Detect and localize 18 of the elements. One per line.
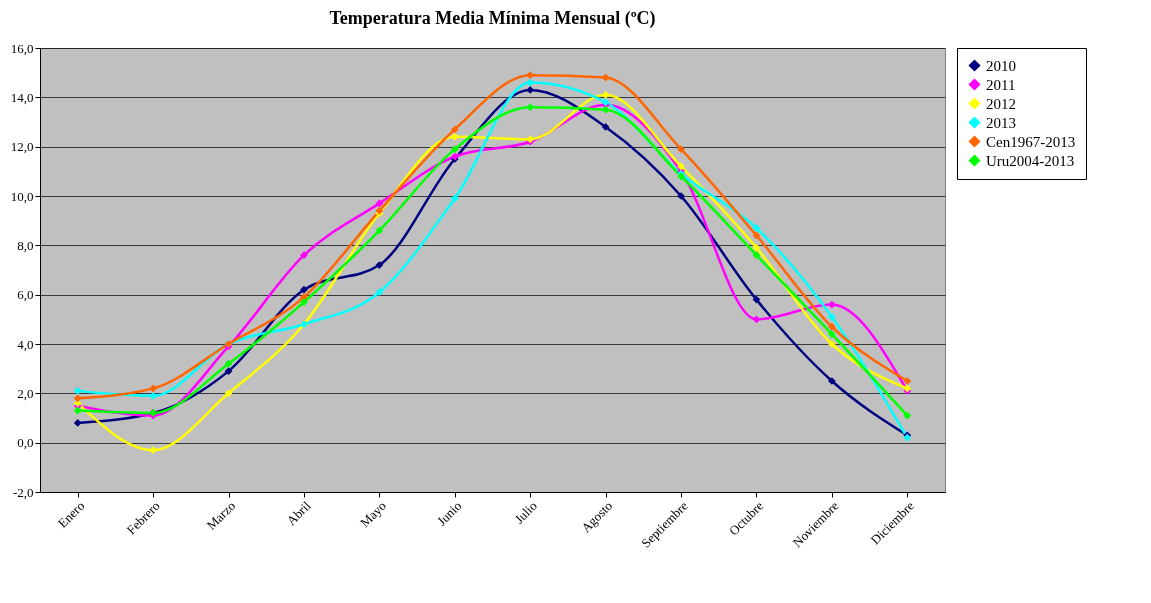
y-tick-label: -2,0 — [12, 484, 34, 500]
legend-label: 2013 — [986, 114, 1016, 131]
legend-label: 2012 — [986, 95, 1016, 112]
y-tick-label: 10,0 — [10, 188, 34, 204]
legend-label: Cen1967-2013 — [986, 133, 1076, 150]
y-tick-label: 0,0 — [17, 435, 34, 451]
legend-label: 2010 — [986, 57, 1016, 74]
y-tick-label: 8,0 — [17, 237, 34, 253]
y-tick-label: 6,0 — [17, 287, 34, 303]
y-tick-label: 16,0 — [10, 40, 34, 56]
chart-title: Temperatura Media Mínima Mensual (ºC) — [329, 8, 656, 29]
y-tick-label: 2,0 — [17, 385, 34, 401]
y-tick-label: 12,0 — [10, 139, 34, 155]
legend-label: Uru2004-2013 — [986, 152, 1075, 169]
y-tick-label: 14,0 — [10, 89, 34, 105]
x-tick-label: Julio — [511, 498, 540, 527]
legend-label: 2011 — [986, 76, 1016, 93]
y-tick-label: 4,0 — [17, 336, 34, 352]
